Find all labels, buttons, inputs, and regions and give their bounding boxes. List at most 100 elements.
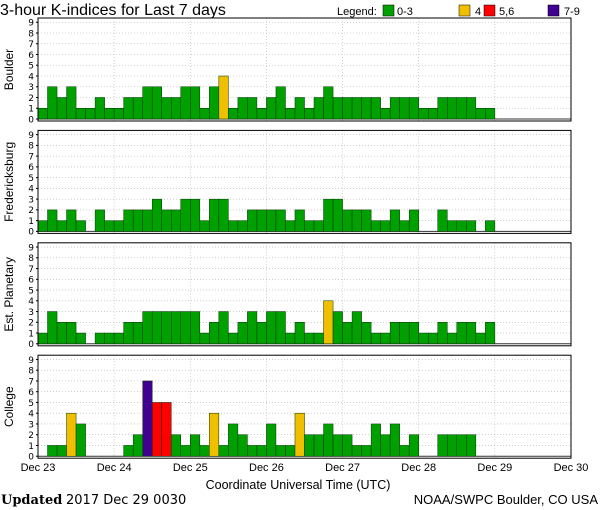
k-index-bar (332, 198, 343, 232)
k-index-bar (332, 97, 343, 120)
legend-entry-label: 5,6 (499, 6, 514, 18)
k-index-bar (266, 311, 277, 345)
k-index-bar (304, 108, 315, 120)
k-index-bar (237, 220, 248, 232)
k-index-bar (180, 445, 191, 457)
legend-entry-label: 7-9 (564, 6, 580, 18)
k-index-bar (361, 322, 372, 345)
chart-title: 3-hour K-indices for Last 7 days (0, 2, 226, 19)
x-axis-label: Coordinate Universal Time (UTC) (206, 478, 391, 492)
k-index-bar (351, 209, 362, 232)
k-index-bar (123, 445, 134, 457)
k-index-bar (275, 445, 286, 457)
k-index-bar (228, 108, 239, 120)
k-index-bar (380, 220, 391, 232)
k-index-bar (304, 220, 315, 232)
k-index-bar (190, 434, 201, 457)
k-index-bar (427, 332, 439, 345)
y-tick-label: 1 (28, 442, 34, 452)
k-index-bar (256, 209, 267, 232)
panels: 0123456789Boulder0123456789Fredericksbur… (2, 17, 572, 463)
y-tick-label: 4 (28, 72, 34, 82)
k-index-bar (47, 445, 58, 457)
k-index-bar (399, 322, 410, 345)
k-index-bar (104, 332, 115, 345)
k-index-bar (75, 108, 86, 120)
panel-frame (37, 129, 572, 234)
k-index-bar (399, 220, 410, 232)
k-index-bar (266, 209, 277, 232)
y-tick-label: 0 (28, 453, 34, 463)
y-tick-label: 8 (28, 254, 34, 264)
y-tick-label: 0 (28, 228, 34, 238)
y-tick-label: 5 (28, 174, 34, 184)
y-tick-label: 3 (28, 195, 34, 205)
k-index-bar (104, 220, 115, 232)
k-index-bar (142, 86, 153, 120)
k-index-bar (209, 412, 220, 457)
k-index-bar (161, 402, 172, 457)
updated-label: Updated (1, 493, 62, 508)
y-tick-label: 0 (28, 340, 34, 350)
k-index-bar (456, 434, 467, 457)
k-index-bar (94, 97, 105, 120)
k-index-bar (209, 86, 220, 120)
k-index-bar (142, 311, 153, 345)
k-index-bar (161, 311, 172, 345)
y-tick-label: 3 (28, 420, 34, 430)
k-index-bar (37, 220, 48, 232)
k-index-bar (151, 86, 162, 120)
y-tick-label: 8 (28, 29, 34, 39)
k-index-bar (370, 423, 381, 457)
k-index-bar (275, 86, 286, 120)
y-tick-label: 7 (28, 152, 34, 162)
k-index-bar (180, 86, 191, 120)
y-tick-label: 7 (28, 40, 34, 50)
k-index-bar (142, 380, 153, 457)
k-index-bar (447, 97, 458, 120)
y-tick-label: 6 (28, 163, 34, 173)
k-index-bar (266, 97, 277, 120)
x-tick-label: Dec 24 (97, 462, 132, 474)
k-index-bar (380, 434, 391, 457)
k-index-bar (56, 322, 67, 345)
y-tick-label: 7 (28, 265, 34, 275)
k-index-bar (151, 198, 162, 232)
k-index-bar (466, 220, 477, 232)
k-index-bar (132, 209, 143, 232)
k-index-bar (161, 209, 172, 232)
x-tick-label: Dec 25 (173, 462, 208, 474)
y-axis-label: Est. Planetary (2, 257, 16, 332)
k-index-bar (304, 332, 315, 345)
k-index-bar (389, 209, 400, 232)
k-index-bar (485, 108, 496, 120)
k-index-bar (351, 97, 362, 120)
k-index-bar (399, 97, 410, 120)
y-tick-label: 6 (28, 276, 34, 286)
k-index-bar (447, 332, 458, 345)
legend-entry-label: 4 (475, 6, 481, 18)
x-tick-label: Dec 23 (21, 462, 56, 474)
k-index-bar (180, 198, 191, 232)
k-index-bar (123, 209, 134, 232)
k-index-bar (47, 86, 58, 120)
k-index-bar (427, 108, 439, 120)
k-index-bar (113, 332, 124, 345)
k-index-bar (56, 220, 67, 232)
y-tick-label: 5 (28, 399, 34, 409)
k-index-bar (171, 209, 182, 232)
k-index-bar (161, 97, 172, 120)
k-index-bar (380, 108, 391, 120)
k-index-bar (342, 322, 353, 345)
k-index-bar (408, 97, 419, 120)
k-index-bar (313, 220, 324, 232)
k-index-bar (294, 412, 305, 457)
k-index-bar (437, 434, 448, 457)
k-index-bar (370, 220, 381, 232)
y-tick-label: 9 (28, 356, 34, 366)
k-index-bar (456, 97, 467, 120)
panel-frame (37, 242, 572, 347)
k-index-bar (342, 209, 353, 232)
